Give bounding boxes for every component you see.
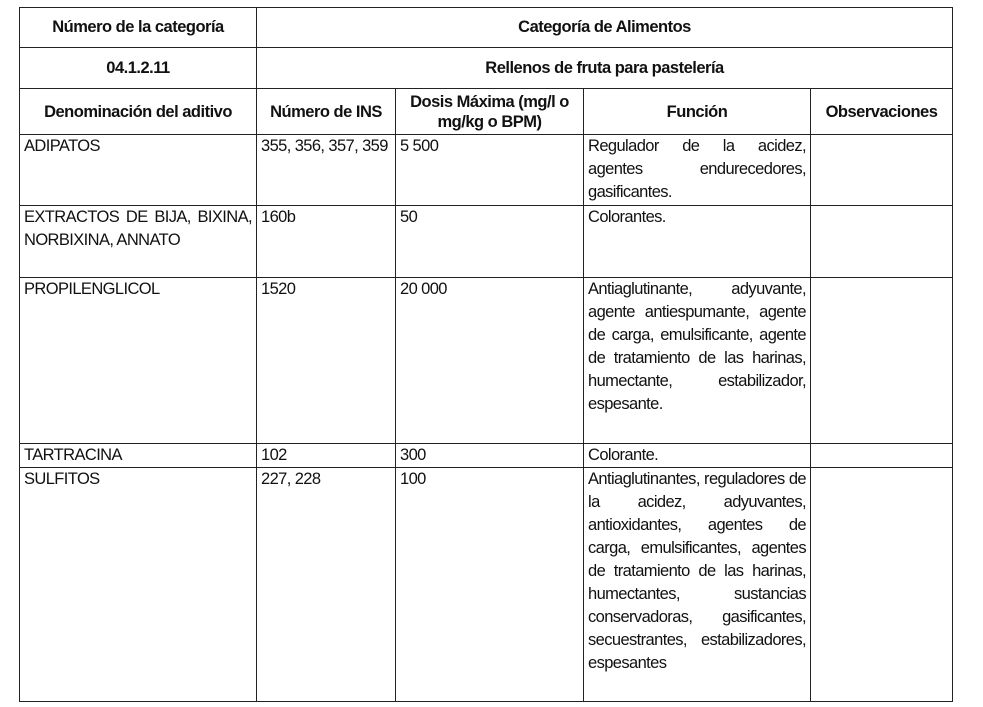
max-dose: 50: [395, 205, 584, 278]
column-header-row: Denominación del aditivo Número de INS D…: [19, 88, 953, 135]
table-row: TARTRACINA 102 300 Colorante.: [19, 443, 953, 468]
ins-number: 1520: [256, 277, 396, 444]
function: Colorante.: [583, 443, 811, 468]
category-number-label: Número de la categoría: [19, 7, 257, 48]
column-header: Denominación del aditivo: [19, 88, 257, 135]
notes: [810, 277, 953, 444]
additive-name: ADIPATOS: [19, 134, 257, 206]
notes: [810, 134, 953, 206]
category-header-row: Número de la categoría Categoría de Alim…: [19, 7, 953, 48]
food-category: Rellenos de fruta para pastelería: [256, 47, 953, 89]
ins-number: 227, 228: [256, 467, 396, 702]
notes: [810, 443, 953, 468]
additive-name: PROPILENGLICOL: [19, 277, 257, 444]
table-row: SULFITOS 227, 228 100 Antiaglutinantes, …: [19, 467, 953, 702]
food-category-label: Categoría de Alimentos: [256, 7, 953, 48]
category-number: 04.1.2.11: [19, 47, 257, 89]
max-dose: 100: [395, 467, 584, 702]
column-header: Número de INS: [256, 88, 396, 135]
ins-number: 355, 356, 357, 359: [256, 134, 396, 206]
max-dose: 5 500: [395, 134, 584, 206]
max-dose: 20 000: [395, 277, 584, 444]
column-header: Función: [583, 88, 811, 135]
function: Antiaglutinantes, reguladores de la acid…: [583, 467, 811, 702]
function: Regulador de la acidez, agentes endurece…: [583, 134, 811, 206]
category-value-row: 04.1.2.11 Rellenos de fruta para pastele…: [19, 47, 953, 89]
table-row: EXTRACTOS DE BIJA, BIXINA, NORBIXINA, AN…: [19, 205, 953, 278]
additive-name: TARTRACINA: [19, 443, 257, 468]
ins-number: 160b: [256, 205, 396, 278]
additive-name: SULFITOS: [19, 467, 257, 702]
column-header: Dosis Máxima (mg/l o mg/kg o BPM): [395, 88, 584, 135]
additive-name: EXTRACTOS DE BIJA, BIXINA, NORBIXINA, AN…: [19, 205, 257, 278]
max-dose: 300: [395, 443, 584, 468]
column-header: Observaciones: [810, 88, 953, 135]
table-row: ADIPATOS 355, 356, 357, 359 5 500 Regula…: [19, 134, 953, 206]
notes: [810, 467, 953, 702]
additives-table: Número de la categoría Categoría de Alim…: [19, 7, 953, 702]
function: Colorantes.: [583, 205, 811, 278]
ins-number: 102: [256, 443, 396, 468]
function: Antiaglutinante, adyuvante, agente antie…: [583, 277, 811, 444]
notes: [810, 205, 953, 278]
table-row: PROPILENGLICOL 1520 20 000 Antiaglutinan…: [19, 277, 953, 444]
